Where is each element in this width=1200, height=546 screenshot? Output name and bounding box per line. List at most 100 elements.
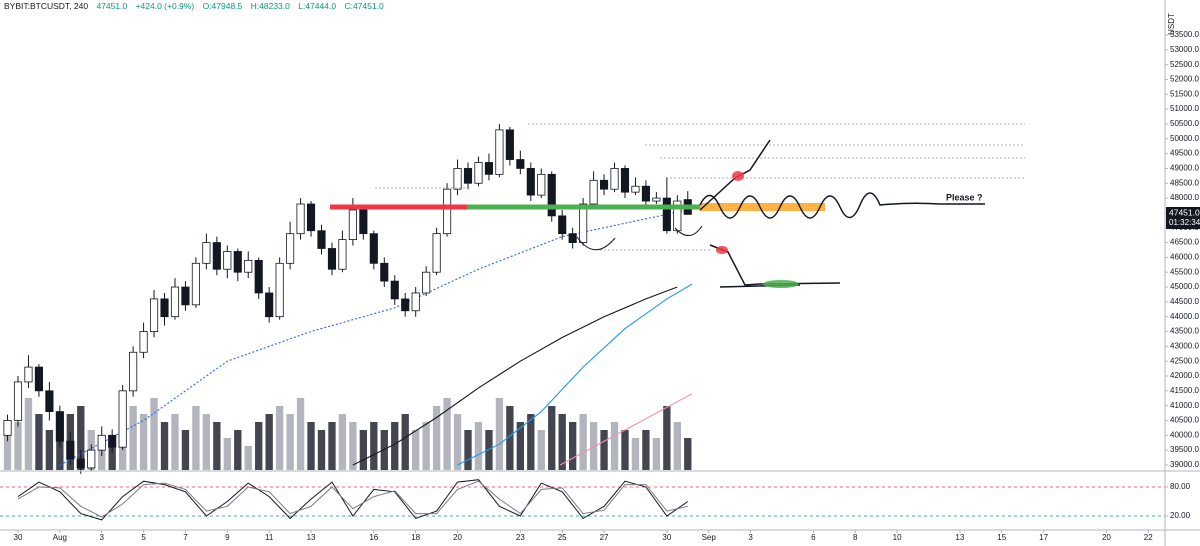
y-tick-label: 39500.0	[1170, 445, 1199, 454]
candle-body	[160, 298, 169, 318]
y-tick-label: 52000.0	[1170, 75, 1199, 84]
volume-bar	[621, 430, 629, 470]
moving-average	[457, 283, 693, 466]
candle-body	[641, 185, 650, 202]
candle-body	[348, 209, 357, 240]
candle-body	[223, 251, 232, 270]
volume-bar	[391, 422, 399, 470]
volume-bar	[286, 414, 294, 470]
y-tick-label: 49000.0	[1170, 164, 1199, 173]
volume-bar	[568, 422, 577, 470]
x-tick-label: 15	[997, 533, 1006, 542]
volume-bar	[77, 406, 85, 470]
volume-bar	[234, 430, 242, 470]
y-tick-label: 44000.0	[1170, 312, 1199, 321]
candle-body	[443, 188, 452, 235]
volume-bar	[171, 414, 179, 470]
candle-body	[631, 185, 640, 193]
x-tick-label: 22	[1144, 533, 1153, 542]
volume-bar	[3, 430, 12, 470]
volume-bar	[328, 422, 336, 470]
candle-body	[118, 390, 127, 448]
candle-body	[516, 159, 525, 169]
marker-red	[732, 171, 744, 181]
last: 47451.0	[96, 1, 127, 11]
moving-average	[559, 393, 693, 466]
candle-body	[474, 162, 483, 184]
y-tick-label: 40500.0	[1170, 416, 1199, 425]
candle-body	[380, 262, 389, 282]
candle-body	[327, 248, 337, 270]
y-tick-label: 53000.0	[1170, 45, 1199, 54]
candle-body	[24, 366, 33, 383]
volume-bar	[631, 438, 640, 470]
x-tick-label: 10	[893, 533, 902, 542]
x-tick-label: 30	[14, 533, 23, 542]
volume-bar	[537, 430, 545, 470]
y-tick-label: 45000.0	[1170, 282, 1199, 291]
volume-bar	[527, 414, 535, 470]
candle-body	[129, 351, 138, 392]
candle-body	[170, 286, 180, 318]
volume-bar	[453, 414, 462, 470]
volume-bar	[589, 422, 598, 470]
candle-body	[76, 458, 85, 469]
y-tick-label: 49500.0	[1170, 149, 1199, 158]
candle-body	[568, 233, 577, 243]
candle-body	[338, 239, 347, 270]
candle-body	[484, 162, 494, 175]
marks	[0, 123, 1165, 521]
volume-bar	[317, 430, 326, 470]
candle-body	[505, 129, 514, 160]
volume-bar	[548, 406, 556, 470]
x-tick-label: 23	[516, 533, 525, 542]
volume-bar	[359, 430, 368, 470]
volume-bar	[684, 438, 692, 470]
legend-header: BYBIT:BTCUSDT, 240 47451.0 +424.0 (+0.9%…	[4, 1, 384, 11]
candle-body	[233, 251, 242, 273]
x-tick-label: 20	[1102, 533, 1111, 542]
volume-bar	[673, 422, 681, 470]
projection-wave	[699, 192, 985, 219]
y-tick-label: 45500.0	[1170, 267, 1199, 276]
candle-body	[149, 298, 159, 332]
candle-body	[13, 381, 23, 421]
stoch-line	[17, 480, 688, 518]
y-tick-label: 41500.0	[1170, 386, 1199, 395]
y-tick-label: 50500.0	[1170, 119, 1199, 128]
candle-body	[181, 286, 190, 306]
x-tick-label: 13	[955, 533, 964, 542]
moving-average	[352, 286, 678, 466]
y-tick-label: 80.00	[1170, 482, 1191, 491]
y-tick-label: 48500.0	[1170, 178, 1199, 187]
currency-label: USDT	[1167, 13, 1176, 35]
candle-body	[286, 233, 295, 264]
volume-bar	[349, 422, 357, 470]
candle-body	[453, 168, 462, 190]
y-tick-label: 48000.0	[1170, 193, 1199, 202]
candle-body	[275, 262, 284, 318]
y-tick-label: 46000.0	[1170, 252, 1199, 261]
candle-body	[495, 129, 504, 175]
volume-bar	[443, 398, 451, 470]
x-tick-label: Sep	[702, 533, 717, 542]
candle-body	[202, 242, 211, 264]
volume-bar	[192, 406, 200, 470]
candle-body	[55, 411, 64, 442]
volume-bar	[35, 414, 43, 470]
volume-bar	[108, 446, 116, 470]
x-tick-label: 3	[748, 533, 753, 542]
candle-body	[87, 449, 96, 469]
volume-bar	[652, 438, 661, 470]
candle-body	[212, 242, 221, 270]
pattern-curve	[674, 225, 703, 236]
candle-body	[369, 233, 378, 264]
volume-bar	[401, 414, 409, 470]
volume-bar	[516, 422, 524, 470]
candle-body	[579, 203, 588, 243]
volume-bar	[160, 422, 169, 470]
x-tick-label: 6	[811, 533, 816, 542]
last-price-box	[1166, 207, 1200, 229]
volume-bar	[139, 414, 148, 470]
